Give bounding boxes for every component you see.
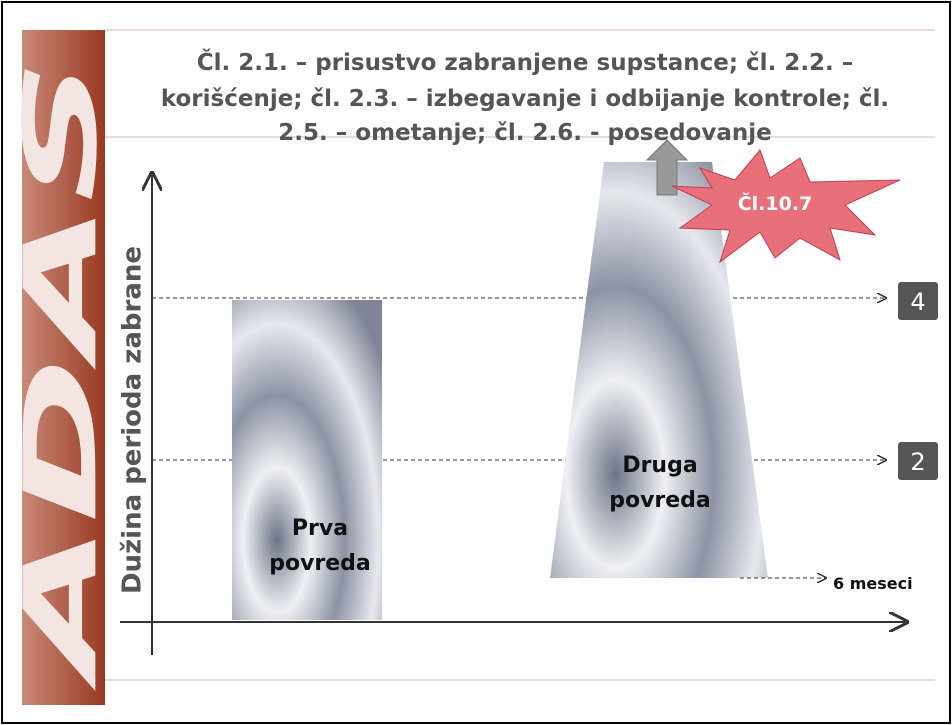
axis-label: Dužina perioda zabrane (118, 246, 148, 594)
bar-label: Druga (622, 453, 697, 478)
level-label: 4 (910, 288, 925, 316)
level-label: 2 (910, 448, 925, 476)
title-line: 2.5. – ometanje; čl. 2.6. - posedovanje (278, 120, 771, 146)
level-box (898, 442, 938, 480)
bar-label: povreda (269, 551, 371, 576)
bar-label: povreda (609, 488, 711, 513)
title-line: Čl. 2.1. – prisustvo zabranjene supstanc… (197, 48, 854, 76)
level-box (898, 282, 938, 320)
logo: ADAS (2, 58, 119, 692)
badge-star (671, 149, 901, 264)
bar (550, 162, 768, 578)
note: 6 meseci (833, 574, 913, 593)
badge: Čl.10.7 (738, 191, 813, 215)
side-bar (22, 30, 105, 705)
bar-label: Prva (292, 516, 348, 541)
up-arrow (645, 139, 689, 196)
title-line: korišćenje; čl. 2.3. – izbegavanje i odb… (161, 86, 889, 112)
bar (232, 300, 382, 620)
